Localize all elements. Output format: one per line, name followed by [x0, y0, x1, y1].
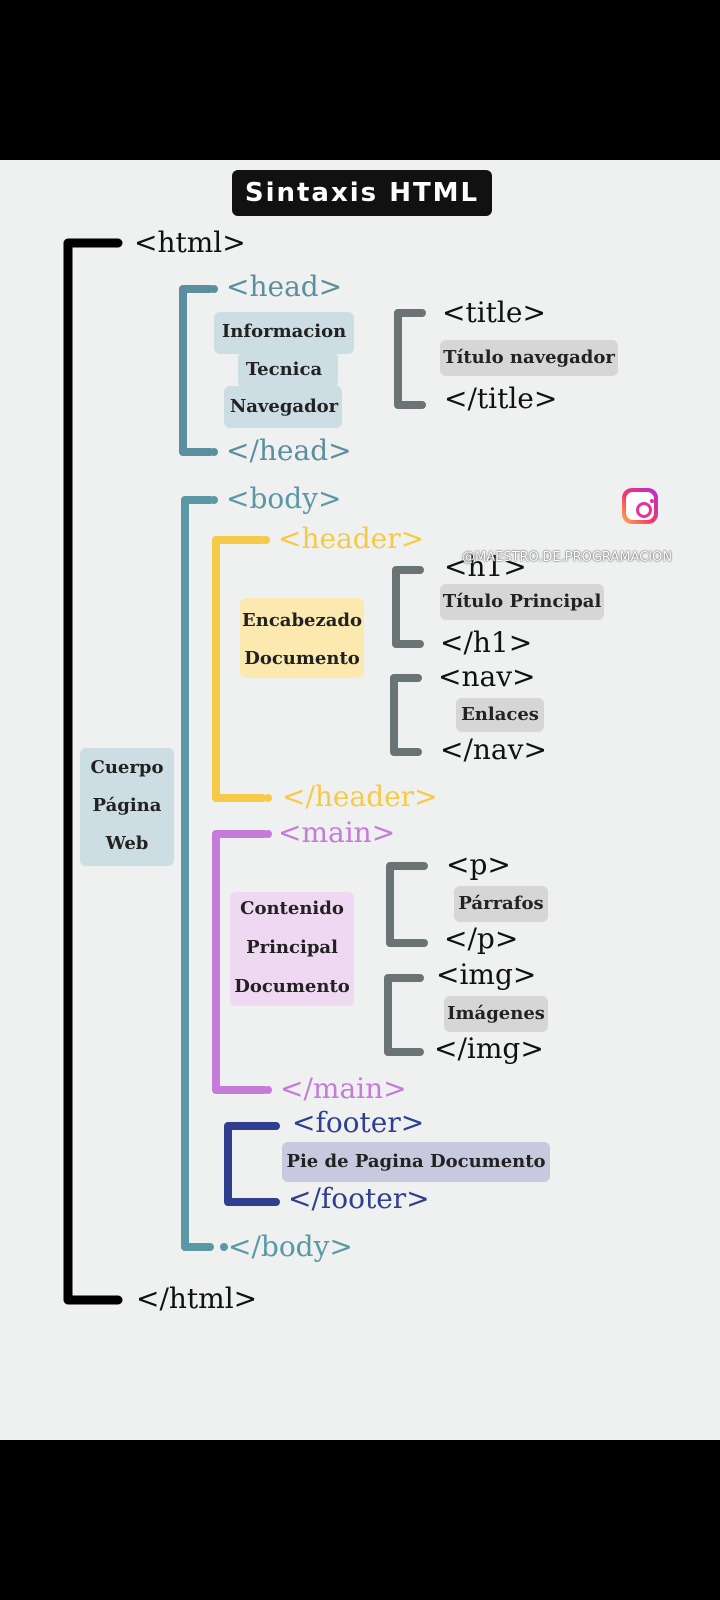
h1-label: Título Principal [442, 591, 602, 612]
title-close-tag: </title> [444, 382, 558, 415]
head-label-box-2 [238, 352, 338, 388]
img-bracket [384, 974, 424, 1056]
main-label-line-1: Contenido [240, 898, 344, 919]
nav-open-tag: <nav> [438, 660, 536, 693]
body-bracket [181, 496, 214, 1251]
footer-close-tag: </footer> [288, 1182, 430, 1215]
html-label-line-3: Web [105, 833, 149, 854]
main-label-line-2: Principal [246, 937, 338, 958]
main-open-tag: <main> [278, 816, 396, 849]
h1-close-tag: </h1> [440, 626, 533, 659]
head-close-tag: </head> [226, 434, 352, 467]
nav-close-tag: </nav> [440, 733, 547, 766]
img-close-tag: </img> [434, 1032, 544, 1065]
p-close-tag: </p> [444, 922, 519, 955]
html-label-line-2: Página [92, 795, 162, 816]
title-bracket [394, 309, 426, 409]
p-label: Párrafos [458, 893, 544, 914]
html-bracket [63, 238, 123, 1305]
footer-open-tag: <footer> [292, 1106, 425, 1139]
html-label-line-1: Cuerpo [90, 757, 164, 778]
header-label-line-2: Documento [244, 648, 360, 669]
head-label-line-3: Navegador [229, 396, 339, 417]
p-open-tag: <p> [446, 848, 511, 881]
header-label-line-1: Encabezado [242, 610, 362, 631]
img-label-box [444, 996, 548, 1032]
head-open-tag: <head> [226, 270, 343, 303]
html-open-tag: <html> [134, 226, 246, 259]
main-label-line-3: Documento [234, 976, 350, 997]
header-label-box [240, 598, 364, 678]
head-label-box-1 [214, 312, 354, 354]
footer-label: Pie de Pagina Documento [286, 1151, 546, 1172]
head-bracket [179, 285, 214, 456]
html-label-box [80, 748, 174, 866]
page-title: Sintaxis HTML [232, 170, 492, 216]
watermark: @MAESTRO.DE.PROGRAMACION [462, 550, 673, 565]
head-label-box-3 [224, 386, 342, 428]
p-label-box [454, 886, 548, 922]
title-open-tag: <title> [442, 296, 546, 329]
head-label-line-1: Informacion [221, 321, 347, 342]
h1-bracket [392, 566, 424, 648]
nav-label-box [456, 698, 544, 732]
instagram-icon [622, 488, 658, 524]
img-open-tag: <img> [436, 958, 537, 991]
h1-open-tag: <h1> [444, 550, 527, 583]
title-label: Título navegador [443, 347, 615, 368]
main-label-box [230, 892, 354, 1006]
footer-bracket [224, 1122, 280, 1206]
title-label-box [440, 340, 618, 376]
body-open-tag: <body> [226, 482, 342, 515]
h1-label-box [440, 584, 604, 620]
header-close-tag: </header> [282, 780, 438, 813]
footer-label-box [282, 1142, 550, 1182]
header-open-tag: <header> [278, 522, 425, 555]
main-close-tag: </main> [280, 1072, 407, 1105]
head-label-line-2: Tecnica [245, 359, 323, 380]
body-close-tag: </body> [228, 1230, 353, 1263]
html-close-tag: </html> [136, 1282, 258, 1315]
nav-label: Enlaces [461, 704, 539, 725]
main-bracket [212, 830, 268, 1094]
p-bracket [386, 862, 428, 947]
img-label: Imágenes [447, 1003, 545, 1024]
nav-bracket [390, 674, 422, 756]
header-bracket [212, 536, 266, 802]
